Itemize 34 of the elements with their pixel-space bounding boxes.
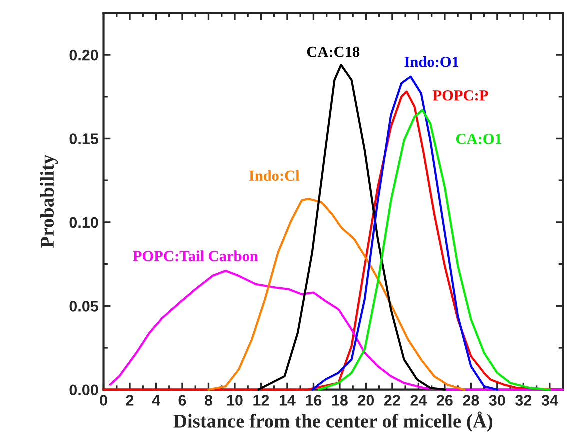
- y-axis-title: Probability: [40, 154, 58, 248]
- series-label: POPC:P: [432, 90, 488, 101]
- x-tick-label: 32: [516, 395, 532, 406]
- series-label: Indo:Cl: [249, 170, 300, 182]
- x-tick-label: 12: [254, 395, 270, 406]
- series-label: CA:C18: [307, 46, 360, 58]
- x-tick-label: 14: [280, 395, 296, 406]
- series-label: POPC:Tail Carbon: [133, 250, 258, 262]
- x-tick-label: 18: [332, 395, 348, 406]
- x-tick-label: 0: [100, 395, 108, 406]
- x-tick-label: 10: [227, 395, 243, 406]
- x-tick-label: 22: [384, 395, 400, 406]
- x-tick-label: 20: [358, 395, 374, 406]
- line-series: [318, 109, 551, 391]
- x-tick-label: 8: [204, 395, 213, 406]
- x-tick-label: 6: [178, 395, 186, 406]
- x-tick-label: 2: [126, 395, 134, 406]
- y-tick-label: 0.10: [70, 217, 98, 228]
- x-tick-label: 34: [542, 395, 558, 406]
- line-series: [109, 270, 564, 391]
- x-tick-label: 24: [410, 395, 428, 406]
- x-tick-label: 28: [463, 395, 480, 406]
- x-tick-label: 26: [436, 395, 453, 406]
- y-tick-label: 0.05: [70, 301, 98, 312]
- y-tick-label: 0.15: [70, 134, 98, 144]
- series-label: CA:O1: [456, 134, 502, 144]
- series-label: Indo:O1: [404, 56, 459, 68]
- x-tick-label: 16: [306, 395, 322, 406]
- x-tick-label: 4: [152, 395, 160, 406]
- x-tick-label: 30: [489, 395, 506, 406]
- y-tick-label: 0.20: [70, 50, 98, 61]
- y-tick-label: 0.00: [70, 384, 98, 396]
- x-axis-title: Distance from the center of micelle (Å): [174, 412, 493, 432]
- line-series: [208, 198, 466, 391]
